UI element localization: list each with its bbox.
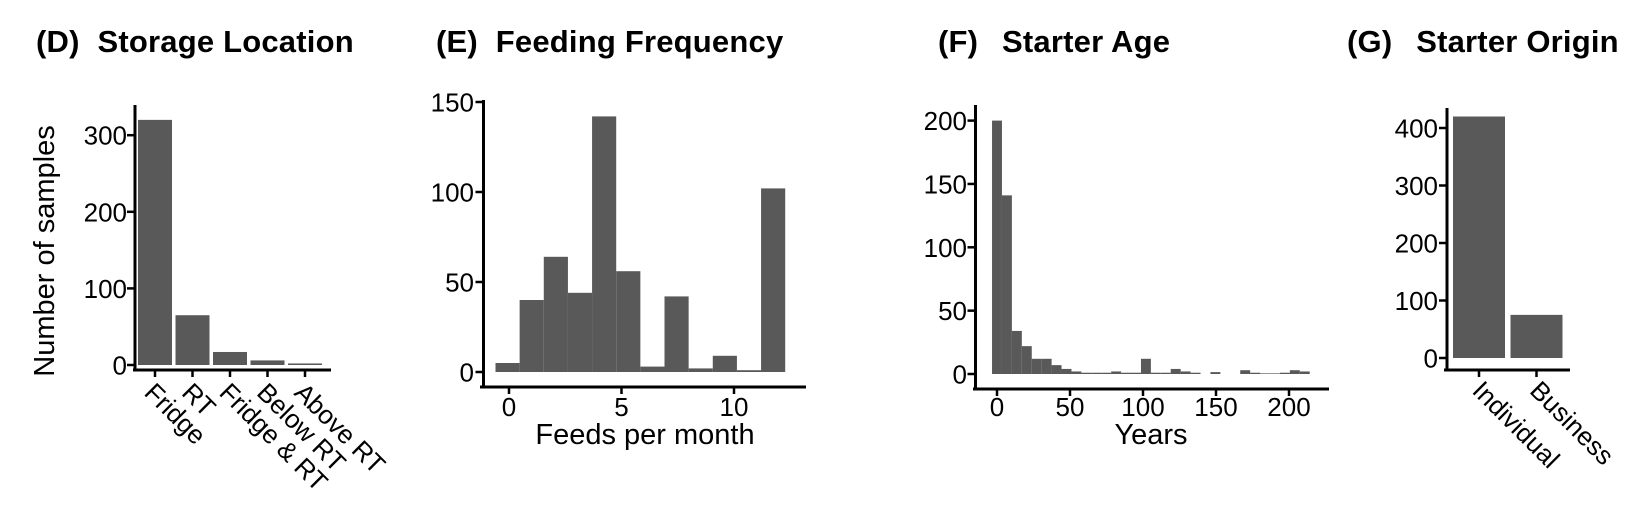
y-tick-label: 200 [1395, 229, 1438, 259]
panel-f-title: (F) Starter Age [938, 24, 1170, 60]
y-tick-label: 400 [1395, 114, 1438, 144]
bar [175, 315, 210, 365]
histogram-bar [1140, 358, 1151, 374]
y-tick-label: 200 [84, 197, 127, 227]
histogram-bar [1180, 371, 1191, 374]
bar [213, 351, 247, 365]
x-tick-label: 200 [1267, 392, 1310, 422]
y-tick-label: 0 [113, 351, 127, 381]
histogram-bar [1071, 371, 1082, 374]
histogram-bar [1150, 372, 1161, 374]
histogram-bar [1279, 372, 1290, 374]
x-tick-label: 10 [720, 392, 749, 422]
panel-g-tag: (G) [1347, 24, 1393, 59]
bar [138, 119, 172, 365]
panel-d-title: (D) Storage Location [36, 24, 354, 60]
histogram-bar [1270, 373, 1280, 374]
histogram-bar [543, 256, 568, 372]
histogram-bar [1170, 368, 1181, 374]
panel-f-tag: (F) [938, 24, 979, 59]
y-tick-label: 300 [84, 121, 127, 151]
panel-f-title-text: Starter Age [1002, 24, 1171, 59]
y-tick-label: 100 [84, 274, 127, 304]
x-axis-title: Feeds per month [535, 419, 754, 451]
histogram-bar [1041, 358, 1052, 374]
x-tick-label: 0 [502, 392, 516, 422]
histogram-bar [992, 120, 1002, 374]
histogram-bar [1031, 358, 1042, 374]
panel-f-chart: 0 50 100 150 200 0 50 100 150 200 Years [924, 105, 1329, 451]
histogram-bar [1021, 346, 1032, 374]
panel-e-title-text: Feeding Frequency [495, 24, 784, 59]
bar [288, 363, 322, 365]
panel-d-title-text: Storage Location [97, 24, 354, 59]
histogram-bar [1111, 371, 1122, 374]
histogram-bar [1121, 372, 1132, 374]
histogram-bar [1210, 372, 1221, 374]
x-tick-label: 5 [614, 392, 628, 422]
histogram-bar [1250, 372, 1261, 374]
panel-d-tag: (D) [36, 24, 80, 59]
y-tick-label: 50 [445, 268, 474, 298]
histogram-bar [1061, 368, 1072, 374]
histogram-bar [1051, 365, 1062, 374]
histogram-bar [761, 188, 786, 372]
histogram-bar [1101, 372, 1112, 374]
y-tick-label: 100 [431, 178, 474, 208]
histogram-bar [1289, 370, 1300, 374]
bar [1510, 314, 1563, 358]
panel-e-tag: (E) [436, 24, 478, 59]
histogram-bar [736, 370, 762, 372]
x-tick-label: 100 [1121, 392, 1164, 422]
histogram-bar [688, 368, 713, 372]
y-tick-label: 300 [1395, 171, 1438, 201]
histogram-bar [1160, 372, 1171, 374]
x-tick-label: 50 [1056, 392, 1085, 422]
y-tick-label: 0 [953, 360, 967, 390]
histogram-bar [1131, 372, 1141, 374]
y-tick-label: 150 [431, 88, 474, 118]
y-tick-label: 150 [924, 169, 967, 199]
y-axis-title: Number of samples [29, 125, 61, 376]
histogram-bar [1081, 372, 1092, 374]
y-tick-label: 100 [1395, 286, 1438, 316]
bar [250, 360, 285, 365]
histogram-bar [1091, 372, 1102, 374]
bar [1453, 116, 1505, 358]
y-tick-label: 100 [924, 233, 967, 263]
histogram-bar [495, 363, 520, 372]
histogram-bar [1260, 373, 1271, 374]
histogram-bar [664, 296, 689, 372]
histogram-bar [1240, 370, 1251, 374]
histogram-bar [1011, 330, 1022, 374]
x-tick-label: 150 [1194, 392, 1237, 422]
y-tick-label: 200 [924, 106, 967, 136]
histogram-bar [519, 300, 544, 372]
y-tick-label: 50 [938, 296, 967, 326]
histogram-bar [1001, 195, 1012, 374]
y-tick-label: 0 [1424, 344, 1438, 374]
histogram-bar [567, 292, 593, 372]
histogram-bar [616, 271, 641, 372]
panel-g-title-text: Starter Origin [1416, 24, 1619, 59]
x-axis-title: Years [1114, 419, 1187, 451]
panel-g-title: (G) Starter Origin [1347, 24, 1619, 60]
histogram-bar [640, 366, 665, 372]
histogram-bar [1190, 372, 1201, 374]
histogram-bar [1299, 371, 1310, 374]
histogram-bar [712, 355, 737, 372]
x-tick-label: 0 [990, 392, 1004, 422]
y-tick-label: 0 [460, 358, 474, 388]
histogram-bar [592, 116, 617, 373]
panel-e-title: (E) Feeding Frequency [436, 24, 783, 60]
